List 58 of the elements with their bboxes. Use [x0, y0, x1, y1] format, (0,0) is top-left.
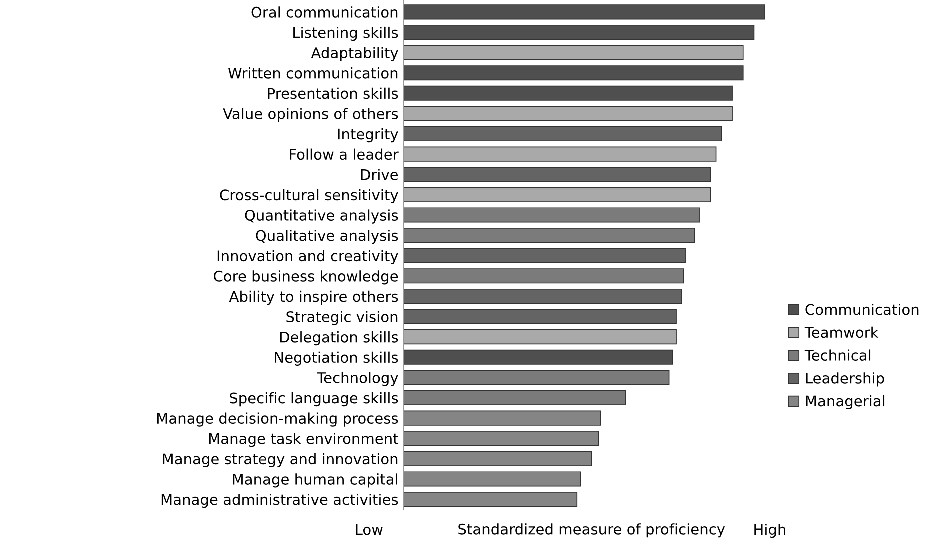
y-tick-label: Negotiation skills — [275, 352, 398, 366]
bar — [404, 208, 700, 223]
y-tick-label: Value opinions of others — [223, 108, 398, 122]
bar — [404, 86, 733, 101]
y-tick-label: Integrity — [338, 128, 398, 143]
legend-label: Technical — [804, 350, 871, 362]
y-tick-label: Technology — [317, 372, 398, 386]
bar — [404, 45, 744, 60]
y-tick-label: Manage task environment — [209, 433, 398, 448]
y-tick-label: Innovation and creativity — [218, 250, 398, 264]
bar — [404, 350, 674, 365]
y-tick-label: Ability to inspire others — [229, 290, 398, 306]
bar — [404, 248, 686, 264]
bar — [404, 126, 722, 142]
bar — [404, 187, 712, 202]
y-tick-label: Qualitative analysis — [256, 230, 398, 244]
y-tick-label: Presentation skills — [268, 88, 398, 100]
y-tick-label: Manage decision-making process — [158, 412, 398, 427]
y-tick-label: Oral communication — [252, 6, 398, 18]
legend-label: Teamwork — [804, 326, 879, 338]
legend-label: Leadership — [806, 372, 884, 387]
bar — [404, 4, 766, 20]
bar — [404, 451, 592, 466]
y-tick-label: Strategic vision — [286, 311, 398, 326]
y-tick-label: Written communication — [228, 68, 398, 79]
y-tick-label: Manage strategy and innovation — [163, 453, 398, 468]
bar — [404, 106, 733, 122]
bar — [404, 410, 602, 426]
bar — [404, 492, 578, 508]
bar — [404, 268, 684, 284]
legend-label: Communication — [806, 304, 919, 316]
bar — [404, 288, 682, 304]
bar — [404, 330, 677, 345]
x-axis-title: Standardized measure of proficiency — [458, 524, 726, 538]
y-tick-label: Drive — [361, 169, 398, 180]
y-tick-label: Adaptability — [311, 47, 398, 62]
legend-label: Managerial — [806, 395, 885, 410]
bar — [404, 472, 582, 487]
bar — [404, 66, 744, 81]
y-tick-label: Core business knowledge — [214, 270, 398, 285]
y-tick-label: Follow a leader — [290, 148, 399, 160]
bar — [404, 24, 755, 40]
y-tick-label: Listening skills — [294, 26, 398, 42]
y-tick-label: Specific language skills — [230, 392, 398, 407]
bar — [404, 370, 670, 386]
bar — [404, 146, 717, 162]
text: High — [754, 524, 786, 538]
y-tick-label: Quantitative analysis — [245, 210, 398, 224]
text: Low — [356, 524, 383, 536]
bar — [404, 390, 626, 406]
y-tick-label: Manage human capital — [233, 474, 398, 488]
bar — [404, 309, 677, 324]
bar — [404, 431, 600, 446]
bar — [404, 167, 712, 182]
bar — [404, 228, 696, 244]
y-tick-label: Delegation skills — [280, 332, 398, 346]
y-tick-label: Cross-cultural sensitivity — [220, 189, 398, 204]
y-tick-label: Manage administrative activities — [162, 494, 398, 508]
